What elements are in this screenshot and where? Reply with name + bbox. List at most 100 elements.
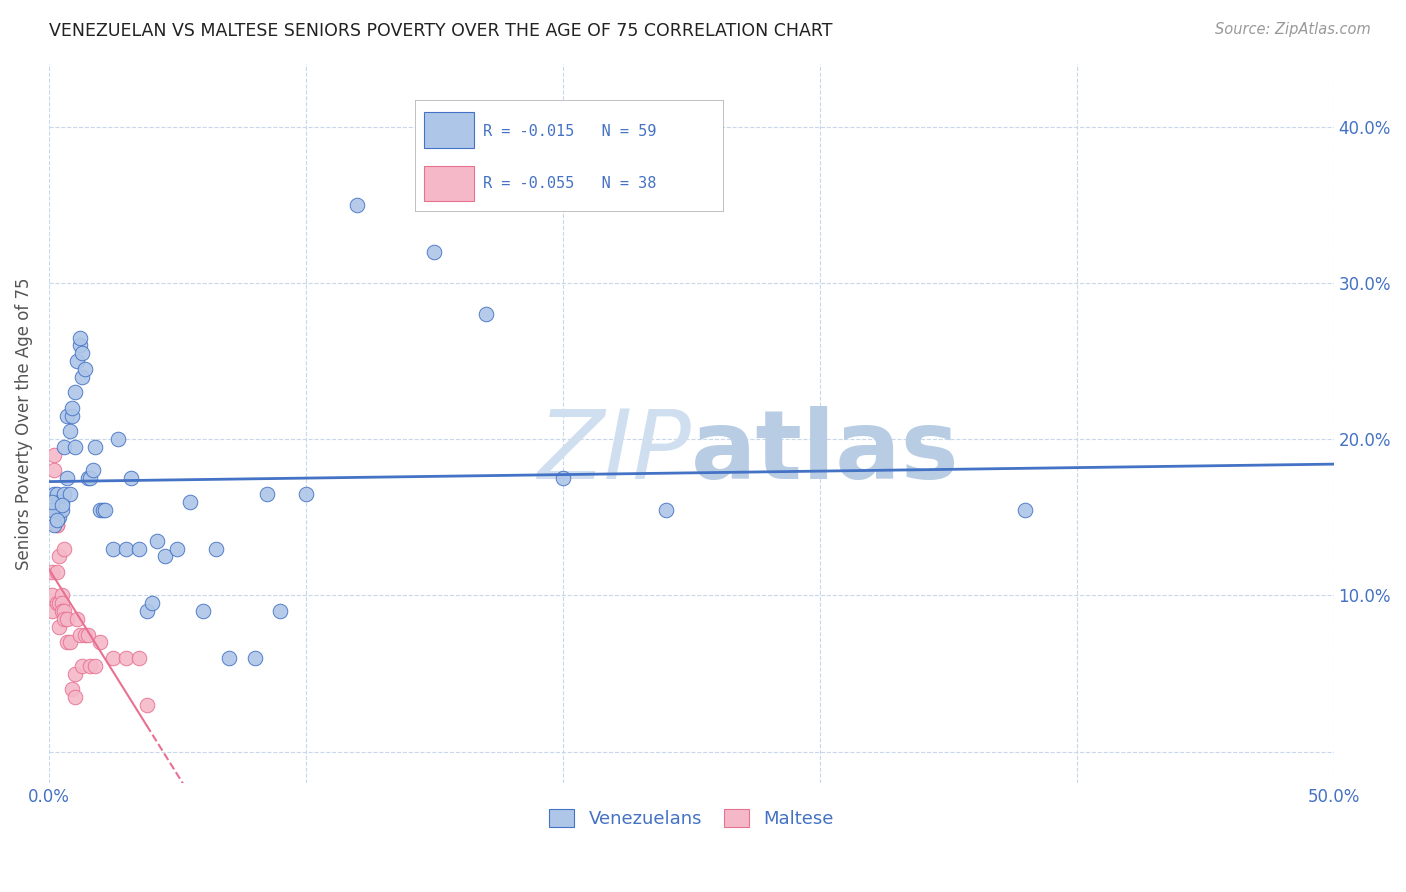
Point (42, 518, 65, 533)
Point (69, 330, 91, 344)
Point (45, 502, 67, 516)
Point (76, 471, 98, 485)
Point (66, 354, 89, 368)
Point (48, 549, 70, 564)
Point (73, 627, 96, 641)
Point (53, 487, 76, 501)
Text: atlas: atlas (692, 406, 960, 499)
Point (107, 432, 129, 446)
Point (66, 612, 89, 626)
Point (423, 244, 446, 259)
Point (58, 635, 80, 649)
Point (58, 487, 80, 501)
Point (51, 502, 73, 516)
Point (128, 651, 150, 665)
Point (76, 627, 98, 641)
Point (63, 440, 86, 454)
Point (166, 541, 188, 556)
Point (53, 440, 76, 454)
Point (72, 658, 94, 673)
Point (42, 463, 65, 477)
Point (63, 385, 86, 400)
Point (120, 471, 142, 485)
Point (48, 596, 70, 610)
Point (79, 658, 101, 673)
Point (115, 651, 138, 665)
Point (45, 513, 67, 527)
Point (41, 565, 63, 579)
Point (48, 494, 70, 508)
Legend: Venezuelans, Maltese: Venezuelans, Maltese (541, 801, 841, 835)
Point (72, 369, 94, 384)
Point (218, 651, 240, 665)
Point (135, 698, 157, 712)
Point (41, 589, 63, 603)
Point (42, 487, 65, 501)
Point (295, 487, 318, 501)
Point (56, 409, 79, 423)
Point (42, 502, 65, 516)
Point (58, 425, 80, 439)
Y-axis label: Seniors Poverty Over the Age of 75: Seniors Poverty Over the Age of 75 (15, 277, 32, 570)
Point (51, 596, 73, 610)
Point (51, 604, 73, 618)
Point (128, 541, 150, 556)
Point (474, 307, 496, 321)
Point (45, 487, 67, 501)
Text: ZIP: ZIP (537, 406, 692, 499)
Point (89, 635, 111, 649)
Point (41, 604, 63, 618)
Point (45, 565, 67, 579)
Point (53, 612, 76, 626)
Point (41, 494, 63, 508)
Point (41, 502, 63, 516)
Point (89, 502, 111, 516)
Point (53, 604, 76, 618)
Point (42, 448, 65, 462)
Point (94, 502, 117, 516)
Point (256, 487, 278, 501)
Point (103, 541, 125, 556)
Point (135, 604, 157, 618)
Point (51, 589, 73, 603)
Point (269, 604, 291, 618)
Point (63, 666, 86, 681)
Point (51, 494, 73, 508)
Point (654, 502, 676, 516)
Point (60, 409, 83, 423)
Point (60, 682, 83, 697)
Point (153, 549, 176, 564)
Point (45, 518, 67, 533)
Point (73, 362, 96, 376)
Point (82, 463, 104, 477)
Point (141, 596, 163, 610)
Point (551, 471, 574, 485)
Point (63, 690, 86, 704)
Point (91, 502, 114, 516)
Point (346, 198, 368, 212)
Point (42, 502, 65, 516)
Point (56, 635, 79, 649)
Point (69, 338, 91, 352)
Point (191, 604, 214, 618)
Point (60, 401, 83, 415)
Point (51, 498, 73, 512)
Point (48, 510, 70, 524)
Point (84, 440, 107, 454)
Point (103, 651, 125, 665)
Point (45, 596, 67, 610)
Point (79, 471, 101, 485)
Point (56, 471, 79, 485)
Point (45, 518, 67, 533)
Point (146, 533, 169, 548)
Text: Source: ZipAtlas.com: Source: ZipAtlas.com (1215, 22, 1371, 37)
Point (205, 541, 228, 556)
Point (243, 651, 266, 665)
Point (179, 494, 201, 508)
Point (69, 627, 91, 641)
Point (1014, 502, 1036, 516)
Point (48, 620, 70, 634)
Point (72, 346, 94, 360)
Point (53, 541, 76, 556)
Point (84, 658, 107, 673)
